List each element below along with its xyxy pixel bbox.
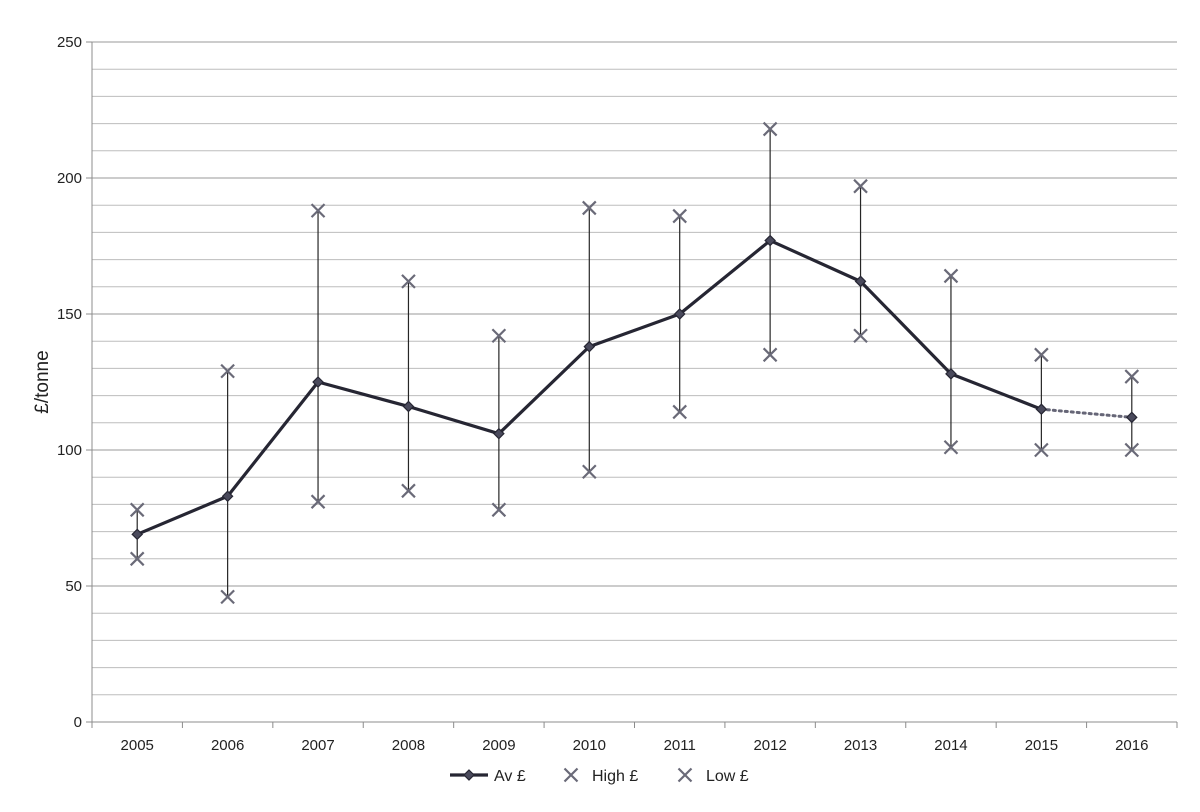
x-tick-label: 2010 [573, 737, 606, 754]
legend: Av £ High £ Low £ [450, 767, 749, 785]
y-tick-label: 50 [65, 578, 82, 595]
x-tick-label: 2011 [664, 737, 696, 754]
legend-label-high: High £ [592, 768, 638, 785]
legend-low-marker [677, 767, 693, 783]
gridlines [92, 41, 1177, 696]
average-point [1125, 411, 1138, 424]
low-point [1124, 442, 1140, 458]
high-point [943, 268, 959, 284]
legend-label-avg: Av £ [494, 768, 526, 785]
average-point [402, 400, 415, 413]
average-point [764, 234, 776, 247]
x-tick-label: 2014 [934, 737, 967, 754]
high-point [1034, 347, 1049, 363]
low-point [672, 404, 687, 420]
high-point [129, 502, 145, 518]
x-tick-label: 2013 [844, 737, 877, 754]
y-tick-label: 200 [57, 170, 82, 187]
high-point [220, 363, 235, 379]
x-tick-label: 2006 [211, 737, 244, 754]
high-point [853, 178, 868, 194]
average-line-dotted [1039, 407, 1134, 419]
average-point [221, 490, 234, 503]
x-tick-label: 2015 [1025, 737, 1058, 754]
average-point [854, 275, 867, 288]
high-point [1124, 369, 1140, 384]
low-point [853, 328, 868, 344]
x-tick-label: 2008 [392, 737, 425, 754]
legend-avg-marker [463, 769, 475, 781]
x-tick-label: 2009 [482, 737, 515, 754]
high-point [582, 200, 597, 216]
y-axis-title: £/tonne [32, 350, 53, 413]
average-point [673, 308, 686, 320]
average-point [493, 427, 505, 440]
low-point [310, 494, 326, 509]
y-tick-label: 150 [57, 306, 82, 323]
average-line [136, 238, 1134, 536]
high-low-range-bars [136, 129, 1133, 597]
y-tick-label: 100 [57, 442, 82, 459]
average-point [583, 340, 596, 353]
average-point [131, 528, 144, 541]
x-tick-label: 2007 [301, 737, 334, 754]
axes: 0 50 100 150 200 250 2005 2006 2007 2008 2009 2010 2… [57, 34, 1178, 754]
average-point [312, 376, 324, 388]
low-point [1034, 442, 1049, 458]
high-point [401, 274, 416, 289]
low-point [582, 464, 597, 480]
average-point [945, 367, 957, 380]
low-point [943, 440, 959, 455]
high-point [762, 121, 778, 137]
low-point [401, 483, 416, 499]
low-point [220, 589, 235, 605]
x-tick-label: 2012 [753, 737, 786, 754]
high-point [672, 208, 687, 224]
low-point [129, 551, 145, 567]
y-tick-label: 0 [74, 714, 82, 731]
data-markers [129, 121, 1140, 605]
high-point [310, 203, 326, 218]
legend-label-low: Low £ [706, 768, 749, 785]
low-point [491, 502, 507, 518]
legend-high-marker [563, 767, 579, 783]
low-point [762, 347, 778, 363]
x-tick-label: 2005 [121, 737, 154, 754]
y-tick-label: 250 [57, 34, 82, 51]
x-tick-label: 2016 [1115, 737, 1148, 754]
high-point [491, 328, 507, 344]
average-point [1035, 403, 1048, 416]
